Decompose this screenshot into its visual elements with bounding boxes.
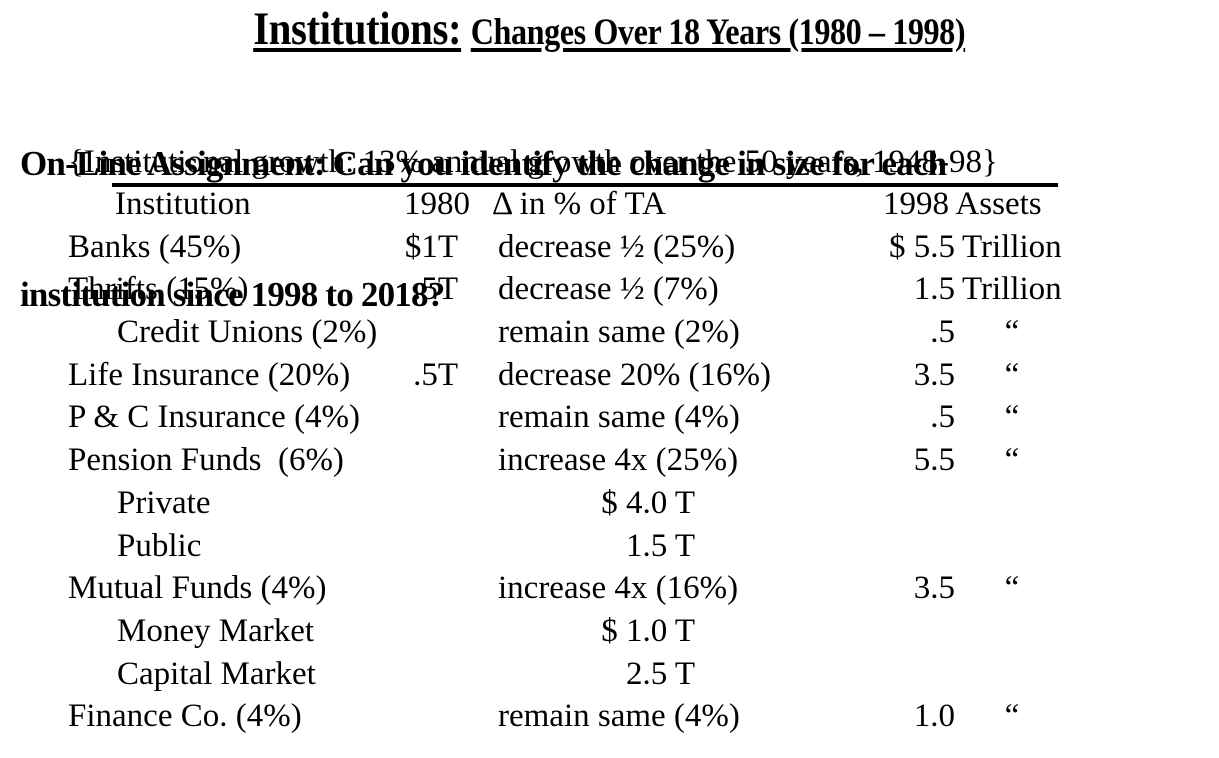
assets-1998-value: 3.5 bbox=[913, 570, 955, 607]
ditto-mark: “ bbox=[1004, 442, 1020, 479]
assets-1998-value: $ 5.5 bbox=[889, 228, 955, 265]
table-row-pension-public: Public 1.5 T bbox=[0, 525, 1219, 568]
title-main: Institutions: bbox=[253, 3, 462, 55]
assets-1998-unit: Trillion bbox=[962, 228, 1062, 265]
header-underline bbox=[112, 183, 1058, 187]
institution-cell: Thrifts (15%) bbox=[68, 271, 249, 308]
page-title: Institutions: Changes Over 18 Years (1980… bbox=[0, 2, 1219, 56]
sub-value-cell: 2.5 T bbox=[625, 655, 695, 692]
sub-value-cell: 1.5 T bbox=[625, 527, 695, 564]
title-sub: Changes Over 18 Years (1980 – 1998) bbox=[471, 12, 966, 53]
change-cell: decrease 20% (16%) bbox=[498, 356, 772, 393]
assets-1980-cell: $1T bbox=[404, 228, 458, 265]
institution-cell: Life Insurance (20%) bbox=[68, 356, 351, 393]
change-cell: remain same (2%) bbox=[498, 314, 740, 351]
assignment-line-2: institution since 1998 to 2018? bbox=[20, 274, 445, 314]
institution-cell: Credit Unions (2%) bbox=[117, 314, 378, 351]
table-header-row: Institution 1980 Δ in % of TA 1998 Asset… bbox=[0, 183, 1219, 226]
header-institution: Institution bbox=[115, 186, 251, 222]
institution-cell: Mutual Funds (4%) bbox=[68, 570, 327, 607]
institution-cell: Money Market bbox=[117, 612, 315, 649]
table-row-life-insurance: Life Insurance (20%) .5T decrease 20% (1… bbox=[0, 354, 1219, 397]
header-1998-assets: 1998 Assets bbox=[883, 186, 1042, 222]
header-delta-pct-ta: Δ in % of TA bbox=[492, 186, 666, 222]
growth-note: {Institutional growth: 13% annual growth… bbox=[68, 144, 998, 180]
institution-cell: Public bbox=[117, 527, 202, 564]
header-1980: 1980 bbox=[404, 186, 470, 222]
change-cell: increase 4x (16%) bbox=[498, 570, 739, 607]
assets-1998-value: 1.0 bbox=[913, 698, 955, 735]
ditto-mark: “ bbox=[1004, 314, 1020, 351]
table-row-pension-private: Private $ 4.0 T bbox=[0, 482, 1219, 525]
table-row-money-market: Money Market $ 1.0 T bbox=[0, 610, 1219, 653]
assets-1998-value: .5 bbox=[930, 314, 955, 351]
assets-1998-unit: Trillion bbox=[962, 271, 1062, 308]
institution-cell: Capital Market bbox=[117, 655, 316, 692]
assignment-text: On-Line Assignment: Can you identify the… bbox=[20, 55, 1210, 403]
table-row-banks: Banks (45%) $1T decrease ½ (25%) $ 5.5 T… bbox=[0, 226, 1219, 269]
table-row-pension-funds: Pension Funds (6%) increase 4x (25%) 5.5… bbox=[0, 439, 1219, 482]
ditto-mark: “ bbox=[1004, 698, 1020, 735]
assignment-line-1: On-Line Assignment: Can you identify the… bbox=[20, 144, 947, 183]
change-cell: remain same (4%) bbox=[498, 698, 740, 735]
institution-cell: Pension Funds (6%) bbox=[68, 442, 344, 479]
sub-value-cell: $ 4.0 T bbox=[601, 484, 695, 521]
sub-value-cell: $ 1.0 T bbox=[601, 612, 695, 649]
assets-1980-cell: .5T bbox=[413, 356, 458, 393]
change-cell: increase 4x (25%) bbox=[498, 442, 739, 479]
institution-cell: Finance Co. (4%) bbox=[68, 698, 302, 735]
ditto-mark: “ bbox=[1004, 356, 1020, 393]
table-row-thrifts: Thrifts (15%) .5T decrease ½ (7%) 1.5 Tr… bbox=[0, 268, 1219, 311]
table-row-mutual-funds: Mutual Funds (4%) increase 4x (16%) 3.5 … bbox=[0, 567, 1219, 610]
assets-1980-cell: .5T bbox=[413, 271, 458, 308]
assets-1998-value: 1.5 bbox=[913, 271, 955, 308]
institutions-table: Institution 1980 Δ in % of TA 1998 Asset… bbox=[0, 183, 1219, 738]
assets-1998-value: .5 bbox=[930, 399, 955, 436]
institution-cell: Banks (45%) bbox=[68, 228, 242, 265]
table-row-credit-unions: Credit Unions (2%) remain same (2%) .5 “ bbox=[0, 311, 1219, 354]
assets-1998-value: 3.5 bbox=[913, 356, 955, 393]
assets-1998-value: 5.5 bbox=[913, 442, 955, 479]
title-underline-group: Institutions: Changes Over 18 Years (1980… bbox=[254, 2, 966, 56]
ditto-mark: “ bbox=[1004, 399, 1020, 436]
ditto-mark: “ bbox=[1004, 570, 1020, 607]
table-row-finance-co: Finance Co. (4%) remain same (4%) 1.0 “ bbox=[0, 695, 1219, 738]
table-row-capital-market: Capital Market 2.5 T bbox=[0, 653, 1219, 696]
change-cell: remain same (4%) bbox=[498, 399, 740, 436]
institution-cell: P & C Insurance (4%) bbox=[68, 399, 361, 436]
change-cell: decrease ½ (25%) bbox=[498, 228, 736, 265]
change-cell: decrease ½ (7%) bbox=[498, 271, 719, 308]
table-row-pc-insurance: P & C Insurance (4%) remain same (4%) .5… bbox=[0, 396, 1219, 439]
institution-cell: Private bbox=[117, 484, 211, 521]
